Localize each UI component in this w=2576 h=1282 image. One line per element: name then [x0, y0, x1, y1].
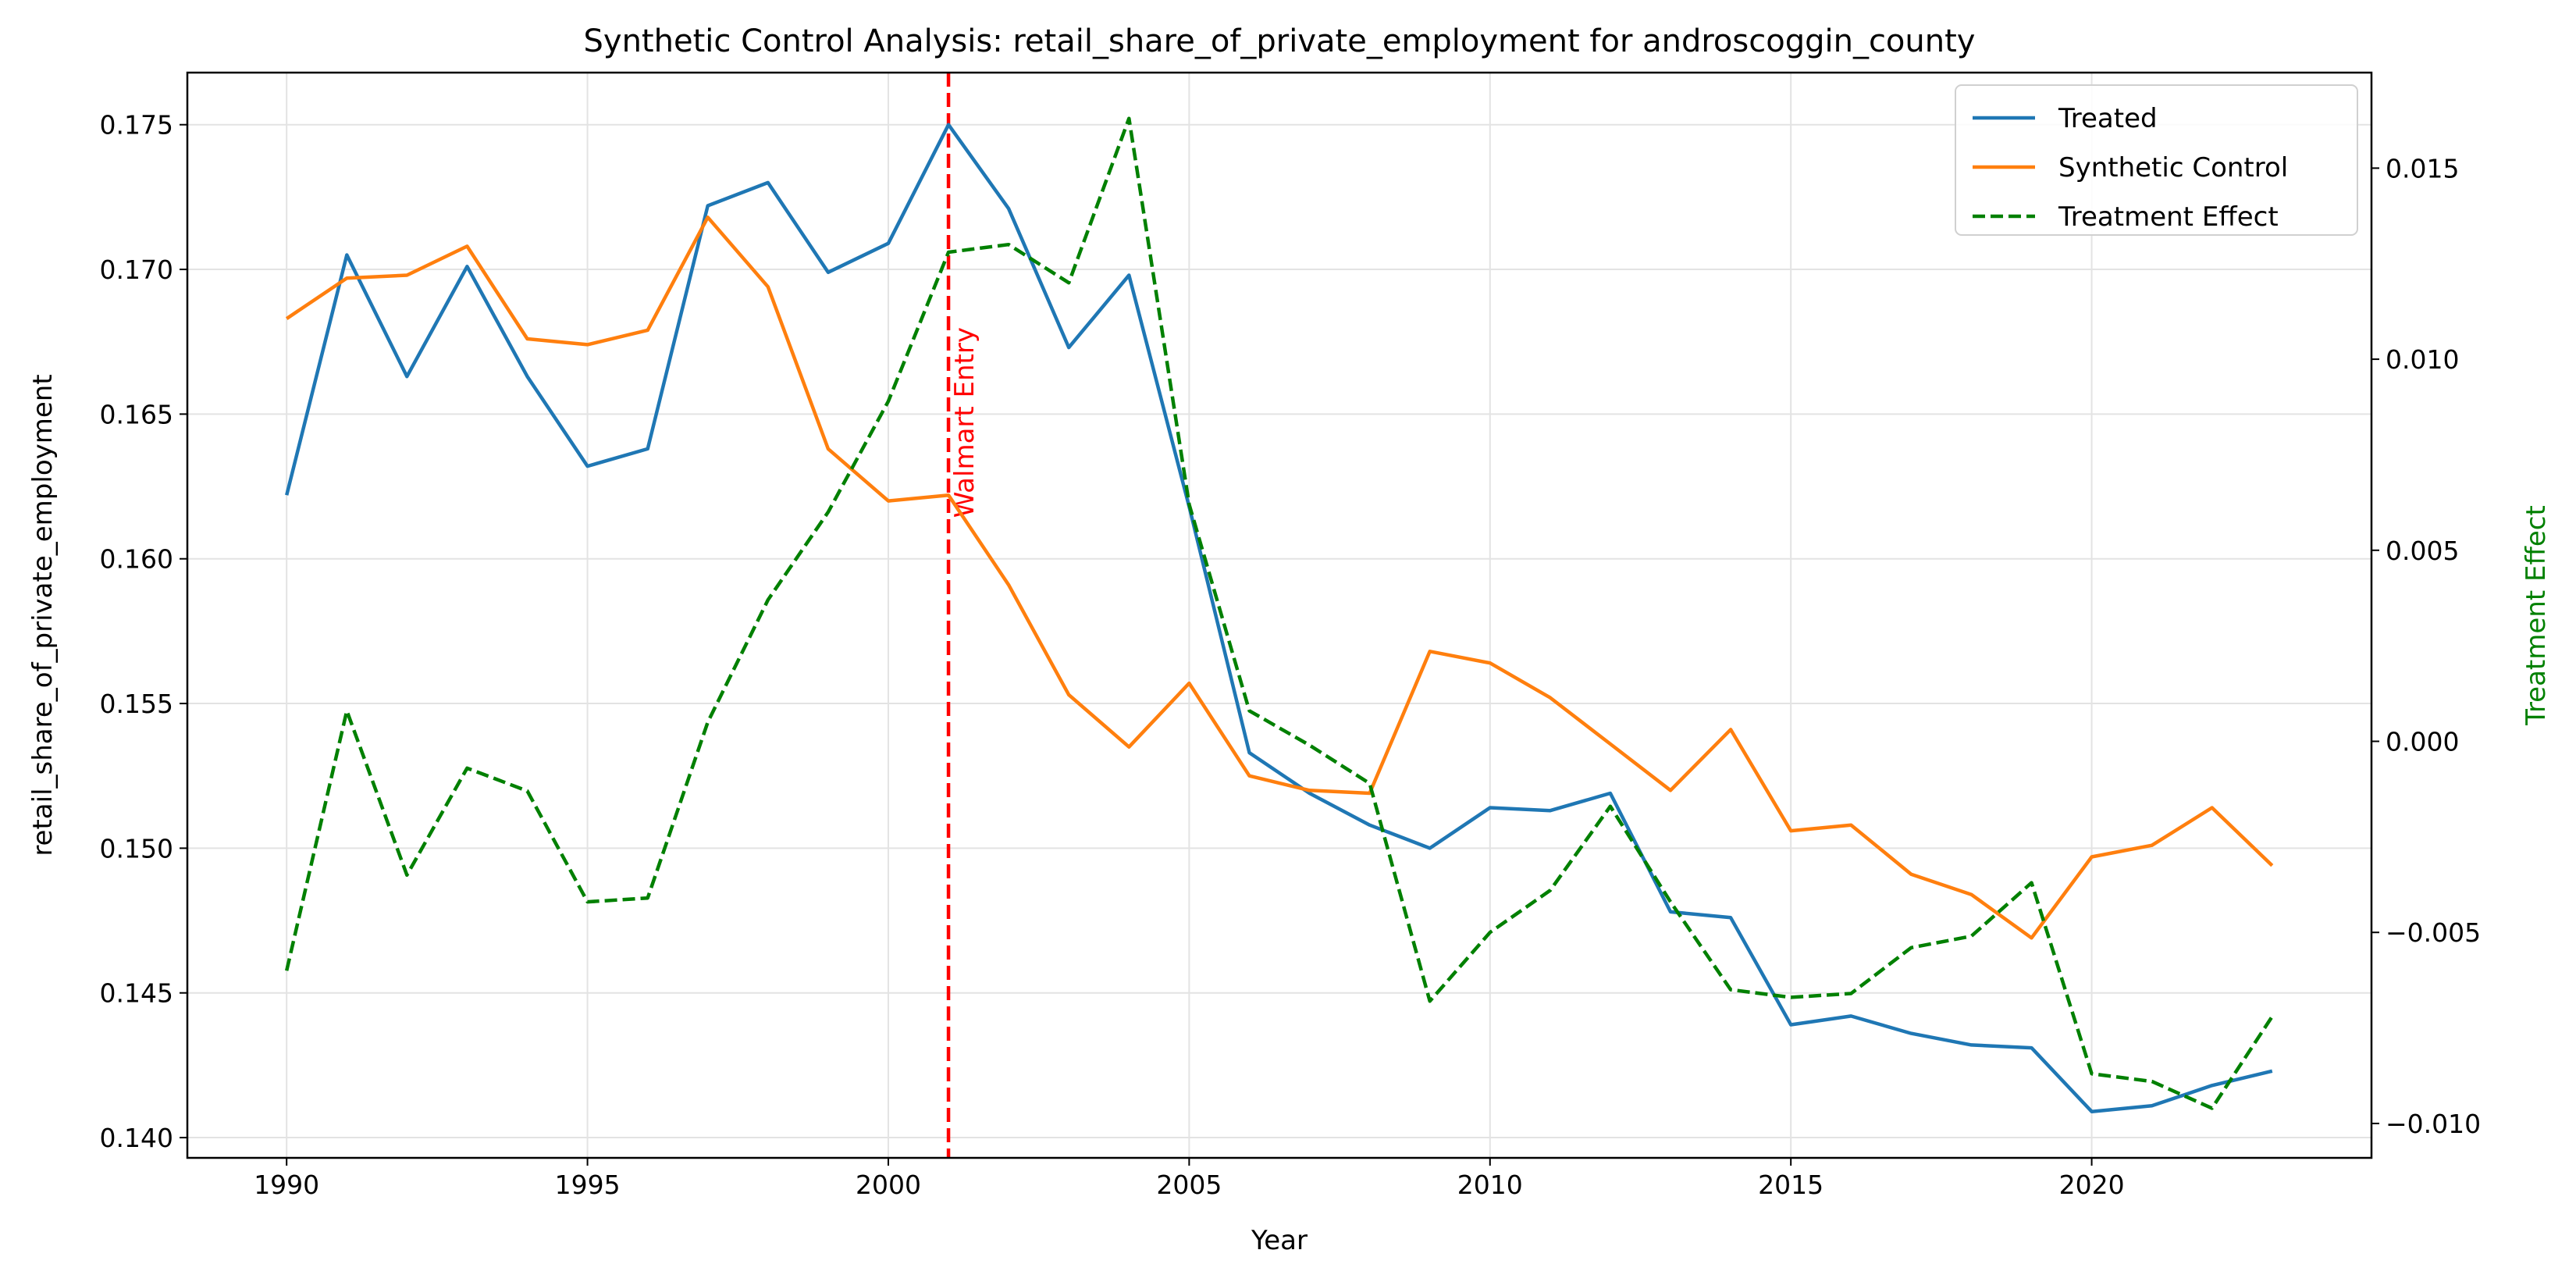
y-tick-label: 0.140 [100, 1123, 173, 1153]
y2-tick-label: −0.005 [2386, 917, 2481, 948]
y2-tick-label: −0.010 [2386, 1109, 2481, 1139]
x-tick-label: 2005 [1156, 1170, 1222, 1200]
walmart-entry-label: Walmart Entry [949, 327, 980, 518]
y2-tick-label: 0.015 [2386, 153, 2459, 183]
legend-label: Treated [2058, 103, 2158, 134]
y-tick-label: 0.170 [100, 255, 173, 285]
plot-frame [186, 71, 2373, 1159]
series-line-treated [285, 123, 2273, 1113]
y2-tick-label: 0.010 [2386, 344, 2459, 375]
legend-label: Treatment Effect [2058, 201, 2279, 233]
y2-tick-label: 0.005 [2386, 536, 2459, 566]
y-tick-label: 0.175 [100, 110, 173, 141]
y-tick-label: 0.160 [100, 544, 173, 575]
x-axis-label: Year [1251, 1225, 1308, 1256]
legend: Treated Synthetic Control Treatment Effect [1955, 84, 2358, 236]
y2-tick-label: 0.000 [2386, 727, 2459, 757]
x-tick-label: 1990 [254, 1170, 319, 1200]
legend-label: Synthetic Control [2058, 152, 2288, 183]
y-tick-label: 0.155 [100, 689, 173, 719]
x-tick-label: 2020 [2059, 1170, 2125, 1200]
y-tick-label: 0.145 [100, 978, 173, 1009]
x-tick-label: 2010 [1457, 1170, 1523, 1200]
y-tick-label: 0.150 [100, 833, 173, 864]
y-axis-label: retail_share_of_private_employment [27, 374, 59, 856]
series-line-treatment-effect [285, 116, 2274, 1110]
y-tick-label: 0.165 [100, 399, 173, 429]
chart-title: Synthetic Control Analysis: retail_share… [584, 23, 1976, 59]
y2-axis-label: Treatment Effect [2521, 505, 2552, 726]
x-tick-label: 1995 [555, 1170, 621, 1200]
x-tick-label: 2015 [1758, 1170, 1823, 1200]
x-tick-label: 2000 [856, 1170, 921, 1200]
legend-box [1955, 84, 2358, 236]
series-line-synthetic-control [285, 215, 2274, 940]
